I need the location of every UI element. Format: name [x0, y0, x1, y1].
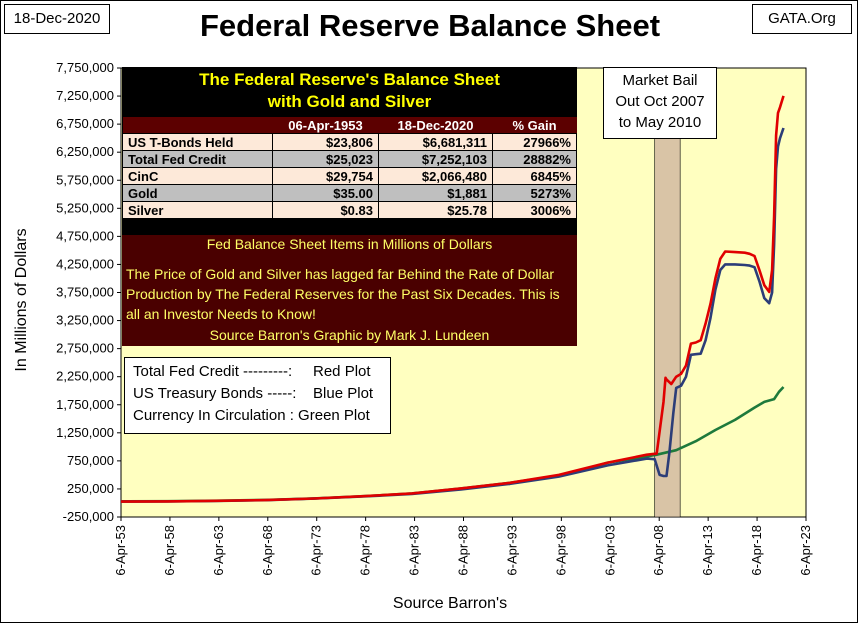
- y-axis-title: In Millions of Dollars: [13, 228, 30, 371]
- y-tick-label: 7,250,000: [56, 88, 114, 103]
- y-tick-label: 3,750,000: [56, 285, 114, 300]
- source-badge: GATA.Org: [752, 4, 852, 34]
- value-1953: $35.00: [272, 184, 379, 202]
- x-tick-label: 6-Apr-23: [798, 525, 813, 576]
- value-1953: $23,806: [272, 133, 379, 151]
- row-label: Gold: [122, 184, 273, 202]
- panel-subtitle: Fed Balance Sheet Items in Millions of D…: [206, 236, 493, 252]
- bailout-line2: Out Oct 2007: [615, 93, 705, 110]
- value-1953: $29,754: [272, 167, 379, 185]
- y-tick-label: 7,750,000: [56, 60, 114, 75]
- legend: Total Fed Credit ---------: Red Plot US …: [124, 357, 391, 434]
- y-tick-label: 250,000: [67, 481, 114, 496]
- y-tick-label: 750,000: [67, 453, 114, 468]
- bailout-line1: Market Bail: [622, 72, 698, 89]
- x-tick-label: 6-Apr-83: [407, 525, 422, 576]
- panel-note: Fed Balance Sheet Items in Millions of D…: [122, 235, 577, 346]
- y-tick-label: 4,750,000: [56, 228, 114, 243]
- y-tick-label: 1,750,000: [56, 397, 114, 412]
- value-2020: $25.78: [378, 201, 493, 219]
- x-tick-label: 6-Apr-03: [602, 525, 617, 576]
- row-label: Total Fed Credit: [122, 150, 273, 168]
- y-tick-label: 6,250,000: [56, 144, 114, 159]
- value-gain: 6845%: [492, 167, 577, 185]
- y-tick-label: 2,250,000: [56, 369, 114, 384]
- value-1953: $0.83: [272, 201, 379, 219]
- value-gain: 5273%: [492, 184, 577, 202]
- row-label: Silver: [122, 201, 273, 219]
- value-2020: $6,681,311: [378, 133, 493, 151]
- bailout-annotation: Market Bail Out Oct 2007 to May 2010: [603, 67, 717, 139]
- legend-item-blue: US Treasury Bonds -----: Blue Plot: [133, 385, 374, 402]
- table-row: US T-Bonds Held $23,806 $6,681,311 27966…: [122, 133, 577, 151]
- value-2020: $2,066,480: [378, 167, 493, 185]
- table-row: CinC $29,754 $2,066,480 6845%: [122, 167, 577, 185]
- x-tick-label: 6-Apr-13: [700, 525, 715, 576]
- x-tick-label: 6-Apr-73: [309, 525, 324, 576]
- y-tick-label: 2,750,000: [56, 341, 114, 356]
- x-tick-label: 6-Apr-93: [504, 525, 519, 576]
- panel-credit: Source Barron's Graphic by Mark J. Lunde…: [209, 327, 490, 343]
- panel-title-line1: The Federal Reserve's Balance Sheet: [199, 70, 500, 89]
- chart-title: Federal Reserve Balance Sheet: [199, 8, 661, 43]
- row-label: US T-Bonds Held: [122, 133, 273, 151]
- header-cell-2020: 18-Dec-2020: [378, 117, 493, 134]
- x-tick-label: 6-Apr-78: [358, 525, 373, 576]
- y-tick-label: 4,250,000: [56, 256, 114, 271]
- panel-title-line2: with Gold and Silver: [267, 92, 432, 111]
- x-tick-label: 6-Apr-58: [162, 525, 177, 576]
- y-tick-label: 3,250,000: [56, 313, 114, 328]
- value-1953: $25,023: [272, 150, 379, 168]
- value-2020: $7,252,103: [378, 150, 493, 168]
- panel-description: The Price of Gold and Silver has lagged …: [126, 266, 560, 322]
- info-panel: The Federal Reserve's Balance Sheet with…: [122, 67, 577, 346]
- value-gain: 28882%: [492, 150, 577, 168]
- bailout-line3: to May 2010: [618, 114, 702, 131]
- panel-title: The Federal Reserve's Balance Sheet with…: [122, 69, 577, 113]
- table-row: Silver $0.83 $25.78 3006%: [122, 201, 577, 219]
- header-cell-label: [122, 117, 273, 134]
- x-tick-label: 6-Apr-63: [211, 525, 226, 576]
- y-tick-label: 1,250,000: [56, 425, 114, 440]
- y-tick-label: 5,250,000: [56, 200, 114, 215]
- y-tick-label: 5,750,000: [56, 172, 114, 187]
- table-row: Total Fed Credit $25,023 $7,252,103 2888…: [122, 150, 577, 168]
- row-label: CinC: [122, 167, 273, 185]
- y-tick-label: -250,000: [63, 509, 114, 524]
- date-badge: 18-Dec-2020: [4, 4, 110, 34]
- value-gain: 3006%: [492, 201, 577, 219]
- x-tick-label: 6-Apr-53: [113, 525, 128, 576]
- x-tick-label: 6-Apr-88: [456, 525, 471, 576]
- table-row: Gold $35.00 $1,881 5273%: [122, 184, 577, 202]
- x-axis-title: Source Barron's: [393, 595, 507, 612]
- value-2020: $1,881: [378, 184, 493, 202]
- x-tick-label: 6-Apr-68: [260, 525, 275, 576]
- x-tick-label: 6-Apr-18: [749, 525, 764, 576]
- gain-table: 06-Apr-1953 18-Dec-2020 % Gain US T-Bond…: [122, 117, 577, 219]
- legend-item-green: Currency In Circulation : Green Plot: [133, 407, 370, 424]
- legend-item-red: Total Fed Credit ---------: Red Plot: [133, 363, 371, 380]
- x-tick-label: 6-Apr-98: [553, 525, 568, 576]
- header-cell-gain: % Gain: [492, 117, 577, 134]
- x-tick-label: 6-Apr-08: [651, 525, 666, 576]
- gain-table-header: 06-Apr-1953 18-Dec-2020 % Gain: [122, 117, 577, 134]
- header-cell-1953: 06-Apr-1953: [272, 117, 379, 134]
- y-tick-label: 6,750,000: [56, 116, 114, 131]
- total-fed-credit-line: [120, 95, 785, 503]
- value-gain: 27966%: [492, 133, 577, 151]
